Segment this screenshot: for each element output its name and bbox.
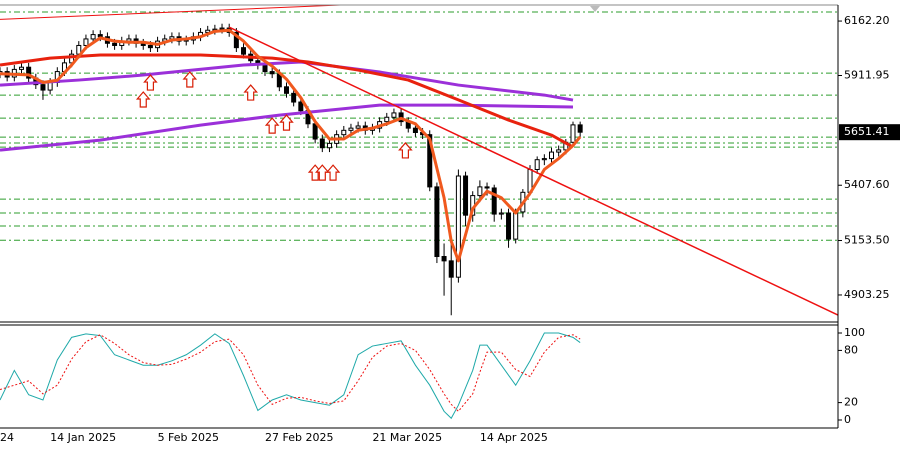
candle-body: [577, 124, 583, 133]
last-price-box: [839, 124, 900, 141]
candle-body: [47, 81, 53, 91]
candle-body: [391, 112, 397, 118]
candle-body: [498, 212, 504, 215]
y-tick-label: 4903.25: [844, 288, 890, 301]
candle-body: [549, 151, 555, 160]
indicator-line: [0, 103, 574, 152]
x-tick-label: 27 Feb 2025: [265, 431, 333, 444]
x-tick-label: 14 Jan 2025: [50, 431, 116, 444]
x-tick-label: 5 Feb 2025: [158, 431, 219, 444]
candle-body: [341, 129, 347, 136]
candle-body: [348, 127, 354, 131]
signal-arrow: [143, 74, 158, 91]
candle-body: [262, 64, 268, 73]
candle-body: [90, 34, 96, 40]
candle-body: [83, 38, 89, 46]
oscillator-panel: [0, 332, 581, 420]
signal-arrow: [279, 114, 294, 131]
candle-body: [477, 186, 483, 197]
signal-arrow: [325, 164, 341, 181]
indicator-line: [228, 26, 838, 316]
candle-body: [40, 84, 46, 91]
candle-body: [291, 92, 297, 103]
candle-body: [441, 256, 447, 262]
candle-body: [513, 211, 519, 240]
y-tick-label: 0: [844, 413, 851, 426]
candle-body: [18, 66, 24, 70]
candle-body: [463, 175, 469, 216]
candle-body: [412, 127, 418, 133]
indicator-line: [0, 53, 574, 149]
y-tick-label: 20: [844, 396, 858, 409]
indicator-line: [0, 28, 582, 263]
candle-body: [112, 42, 118, 46]
y-tick-label: 6162.20: [844, 14, 890, 27]
y-tick-label: 5407.60: [844, 178, 890, 191]
candle-body: [484, 186, 490, 189]
candle-body: [556, 149, 562, 153]
candle-body: [541, 158, 547, 161]
x-tick-label: 14 Apr 2025: [480, 431, 548, 444]
shift-marker: [590, 6, 600, 12]
candle-body: [312, 123, 318, 140]
y-tick-label: 100: [844, 326, 865, 339]
candle-body: [427, 134, 433, 188]
oscillator-line: [0, 334, 581, 413]
candle-body: [355, 125, 361, 129]
oscillator-line: [0, 332, 581, 420]
candle-body: [326, 142, 332, 149]
candle-body: [147, 44, 153, 49]
candle-body: [205, 29, 211, 33]
signal-arrow: [398, 142, 413, 159]
x-tick-label: 21 Mar 2025: [372, 431, 442, 444]
signal-arrow: [264, 117, 280, 134]
candle-body: [384, 116, 390, 123]
candle-body: [319, 138, 325, 149]
candle-body: [269, 71, 275, 75]
y-tick-label: 5911.95: [844, 69, 890, 82]
candle-body: [241, 47, 247, 55]
candle-body: [491, 187, 497, 215]
signal-arrow: [182, 71, 198, 88]
candle-body: [448, 260, 454, 278]
candle-body: [219, 27, 225, 30]
candle-body: [26, 66, 32, 79]
y-tick-label: 5153.50: [844, 234, 890, 247]
signal-arrow: [135, 91, 151, 108]
candle-body: [455, 175, 461, 278]
candle-body: [506, 212, 512, 240]
last-price-label: 5651.41: [844, 125, 890, 138]
candle-body: [570, 124, 576, 143]
y-tick-label: 80: [844, 343, 858, 356]
candle-body: [534, 159, 540, 170]
x-tick-label: 24: [0, 431, 14, 444]
candle-body: [298, 101, 304, 112]
price-panel: [0, 5, 838, 316]
candle-body: [233, 31, 239, 49]
candle-body: [434, 186, 440, 258]
signal-arrow: [243, 84, 258, 101]
indicator-line: [0, 5, 341, 20]
candle-body: [283, 86, 289, 94]
axes: 6162.20 5911.95 5407.60 5153.50 4903.25 5651.…: [0, 4, 900, 444]
